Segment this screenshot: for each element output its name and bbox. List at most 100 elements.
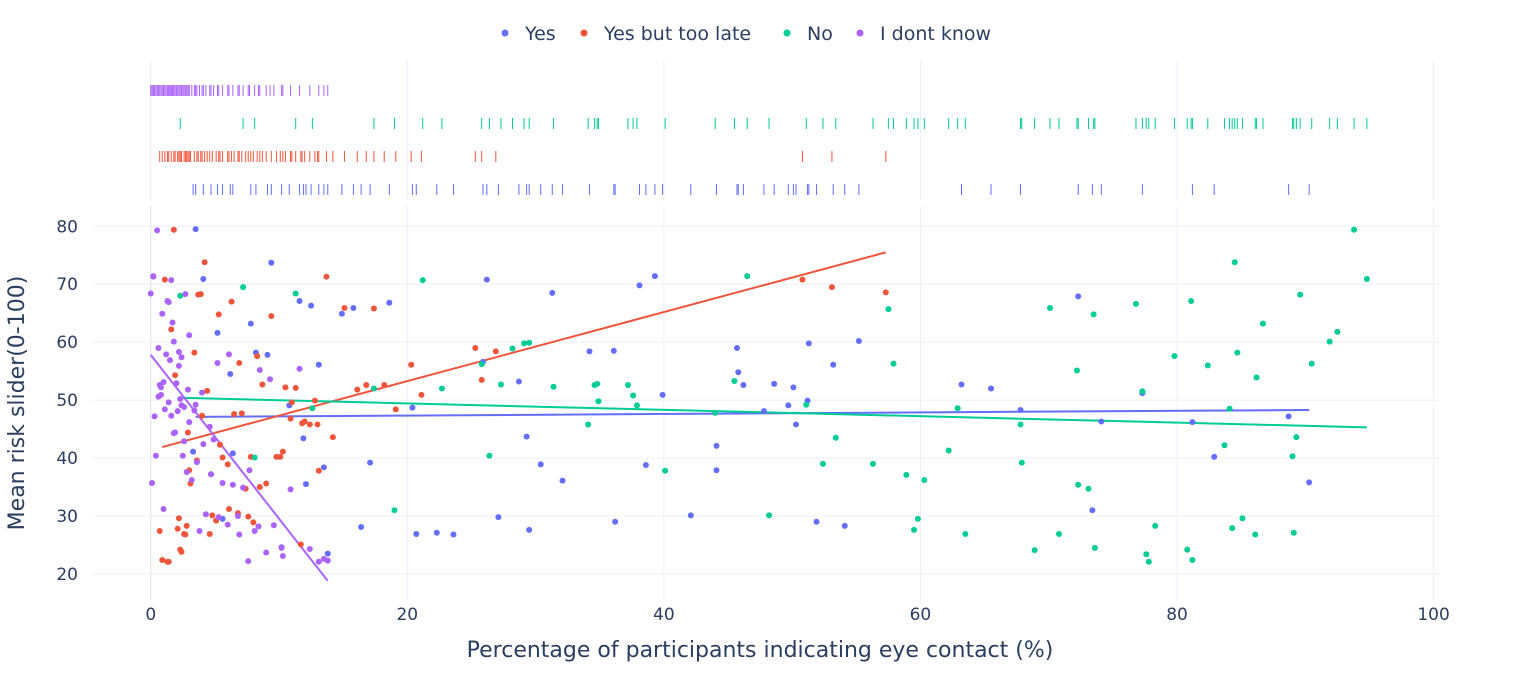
data-point xyxy=(450,531,457,538)
data-point xyxy=(309,405,316,412)
data-point xyxy=(958,381,965,388)
data-point xyxy=(962,530,969,537)
data-point xyxy=(586,348,593,355)
x-axis-title: Percentage of participants indicating ey… xyxy=(467,638,1054,663)
data-point xyxy=(279,552,286,559)
data-point xyxy=(785,402,792,409)
data-point xyxy=(320,464,327,471)
data-point xyxy=(370,385,377,392)
data-point xyxy=(165,399,172,406)
data-point xyxy=(1090,311,1097,318)
data-point xyxy=(315,361,322,368)
data-point xyxy=(306,421,313,428)
data-point xyxy=(215,514,222,521)
data-point xyxy=(713,467,720,474)
data-point xyxy=(323,273,330,280)
data-point xyxy=(231,411,238,418)
data-point xyxy=(1188,298,1195,305)
data-point xyxy=(497,381,504,388)
data-point xyxy=(155,393,162,400)
data-point xyxy=(1171,353,1178,360)
data-point xyxy=(267,376,274,383)
data-point xyxy=(268,259,275,266)
data-point xyxy=(182,291,189,298)
data-point xyxy=(160,379,167,386)
data-point xyxy=(255,523,262,530)
data-point xyxy=(914,515,921,522)
data-point xyxy=(170,226,177,233)
data-point xyxy=(236,360,243,367)
data-point xyxy=(191,349,198,356)
data-point xyxy=(1017,421,1024,428)
data-point xyxy=(200,276,207,283)
data-point xyxy=(256,484,263,491)
data-point xyxy=(1143,551,1150,558)
data-point xyxy=(1184,546,1191,553)
data-point xyxy=(832,434,839,441)
trendline xyxy=(162,251,887,449)
data-point xyxy=(329,434,336,441)
data-point xyxy=(367,459,374,466)
data-point xyxy=(168,412,175,419)
data-point xyxy=(209,512,216,519)
data-point xyxy=(549,289,556,296)
data-point xyxy=(903,471,910,478)
legend-marker xyxy=(783,29,791,37)
data-point xyxy=(240,284,247,291)
data-point xyxy=(311,397,318,404)
data-point xyxy=(1334,328,1341,335)
data-point xyxy=(156,528,163,535)
data-point xyxy=(177,292,184,299)
axis-ticks: 0 20 40 60 80 100 20 30 40 50 60 70 80 xyxy=(56,217,1449,625)
data-point xyxy=(433,529,440,536)
data-point xyxy=(651,273,658,280)
data-point xyxy=(636,282,643,289)
data-point xyxy=(793,421,800,428)
data-point xyxy=(1152,522,1159,529)
x-tick-label: 40 xyxy=(653,605,675,625)
data-point xyxy=(1289,453,1296,460)
data-point xyxy=(161,276,168,283)
data-point xyxy=(921,477,928,484)
data-point xyxy=(214,329,221,336)
data-point xyxy=(301,418,308,425)
data-point xyxy=(174,525,181,532)
data-point xyxy=(199,412,206,419)
data-point xyxy=(1091,544,1098,551)
data-point xyxy=(300,435,307,442)
x-tick-label: 80 xyxy=(1166,605,1188,625)
data-point xyxy=(296,365,303,372)
data-point xyxy=(292,290,299,297)
data-point xyxy=(954,405,961,412)
data-point xyxy=(263,480,270,487)
data-point xyxy=(1306,479,1313,486)
data-point xyxy=(197,291,204,298)
data-point xyxy=(526,526,533,533)
data-point xyxy=(157,384,164,391)
data-point xyxy=(147,290,154,297)
data-point xyxy=(1139,388,1146,395)
data-point xyxy=(1132,300,1139,307)
data-point xyxy=(169,319,176,326)
y-tick-label: 30 xyxy=(56,507,78,527)
data-point xyxy=(1285,413,1292,420)
data-point xyxy=(287,415,294,422)
data-point xyxy=(287,486,294,493)
data-point xyxy=(1253,374,1260,381)
data-point xyxy=(184,429,191,436)
data-point xyxy=(1073,367,1080,374)
data-point xyxy=(662,467,669,474)
data-point xyxy=(161,406,168,413)
data-point xyxy=(192,401,199,408)
data-point xyxy=(391,507,398,514)
data-point xyxy=(268,313,275,320)
legend-label: Yes but too late xyxy=(603,23,751,45)
data-point xyxy=(731,377,738,384)
data-point xyxy=(159,310,166,317)
x-tick-label: 0 xyxy=(145,605,156,625)
data-point xyxy=(1221,442,1228,449)
data-point xyxy=(206,423,213,430)
data-point xyxy=(521,340,528,347)
data-point xyxy=(224,461,231,468)
data-point xyxy=(418,391,425,398)
